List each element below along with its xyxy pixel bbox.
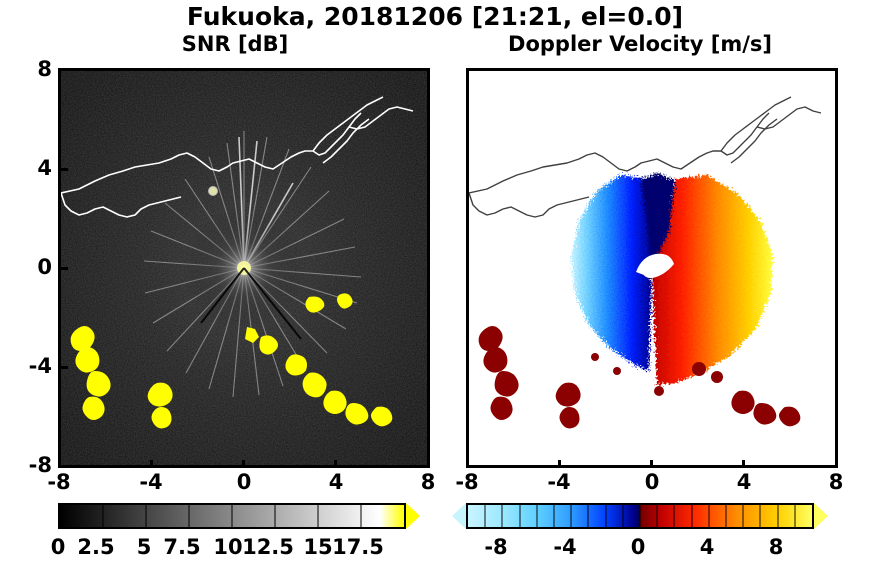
tick-x-right-1	[466, 460, 469, 468]
snr-cbar-tick-5: 5	[136, 535, 152, 559]
tick-y-left-5	[58, 465, 68, 468]
xtick-left-4: 4	[328, 470, 344, 494]
doppler-cbar-tick-neg4: -4	[553, 535, 577, 559]
panel-title-doppler: Doppler Velocity [m/s]	[508, 32, 772, 56]
snr-cbar-tick-12p5: 12.5	[242, 535, 294, 559]
tick-x-right-2	[558, 460, 561, 468]
tick-y-left-4	[58, 366, 68, 369]
doppler-colorbar-gradient	[468, 505, 812, 527]
ytick-label-neg4: -4	[28, 354, 52, 378]
snr-colorbar-gradient	[60, 505, 404, 527]
tick-x-left-2	[150, 460, 153, 468]
ytick-label-0: 0	[37, 255, 52, 279]
xtick-right-neg8: -8	[455, 470, 479, 494]
tick-x-left-3	[242, 460, 245, 468]
xtick-left-0: 0	[236, 470, 252, 494]
snr-cbar-tick-2p5: 2.5	[77, 535, 115, 559]
snr-colorbar-over-arrow	[406, 503, 420, 529]
tick-y-left-1	[58, 68, 68, 71]
xtick-right-4: 4	[736, 470, 752, 494]
xtick-right-neg4: -4	[547, 470, 571, 494]
snr-plot-area	[58, 68, 430, 468]
tick-x-left-1	[58, 460, 61, 468]
xtick-left-neg8: -8	[47, 470, 71, 494]
tick-y-left-3	[58, 267, 68, 270]
doppler-colorbar-over-arrow	[814, 503, 828, 529]
doppler-cbar-tick-8: 8	[768, 535, 784, 559]
tick-x-right-5	[835, 460, 838, 468]
doppler-colorbar-under-arrow	[452, 503, 466, 529]
ytick-label-4: 4	[37, 156, 52, 180]
tick-x-left-4	[334, 460, 337, 468]
doppler-colorbar	[466, 503, 814, 529]
snr-cbar-tick-10: 10	[213, 535, 243, 559]
xtick-right-0: 0	[644, 470, 660, 494]
snr-radar-image	[61, 71, 427, 465]
xtick-left-neg4: -4	[139, 470, 163, 494]
doppler-cbar-tick-neg8: -8	[484, 535, 508, 559]
ytick-label-neg8: -8	[28, 453, 52, 477]
doppler-plot-area	[466, 68, 838, 468]
panel-title-snr: SNR [dB]	[181, 32, 289, 56]
snr-cbar-tick-0: 0	[50, 535, 66, 559]
doppler-cbar-tick-4: 4	[699, 535, 715, 559]
xtick-right-8: 8	[828, 470, 844, 494]
snr-colorbar	[58, 503, 406, 529]
tick-x-right-3	[650, 460, 653, 468]
xtick-left-8: 8	[420, 470, 436, 494]
tick-y-left-2	[58, 168, 68, 171]
figure-suptitle: Fukuoka, 20181206 [21:21, el=0.0]	[186, 2, 684, 31]
ytick-label-8: 8	[37, 57, 52, 81]
tick-x-right-4	[742, 460, 745, 468]
snr-cbar-tick-17p5: 17.5	[332, 535, 384, 559]
doppler-radar-image	[469, 71, 835, 465]
snr-cbar-tick-7p5: 7.5	[163, 535, 201, 559]
doppler-cbar-tick-0: 0	[630, 535, 646, 559]
snr-cbar-tick-15: 15	[303, 535, 333, 559]
tick-x-left-5	[427, 460, 430, 468]
